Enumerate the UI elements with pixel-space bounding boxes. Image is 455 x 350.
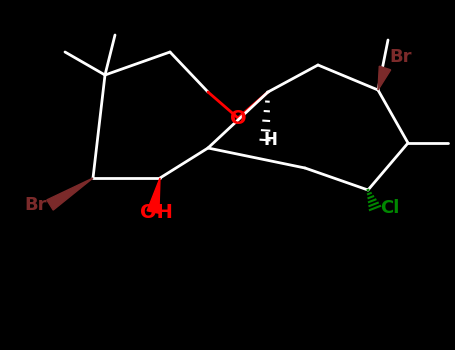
Polygon shape <box>378 66 391 90</box>
Text: OH: OH <box>140 203 172 222</box>
Text: Cl: Cl <box>380 199 399 217</box>
Polygon shape <box>147 178 160 213</box>
Text: Br: Br <box>389 48 411 66</box>
Text: Br: Br <box>25 196 47 214</box>
Polygon shape <box>47 178 93 210</box>
Text: H: H <box>263 131 277 149</box>
Text: O: O <box>230 108 246 127</box>
